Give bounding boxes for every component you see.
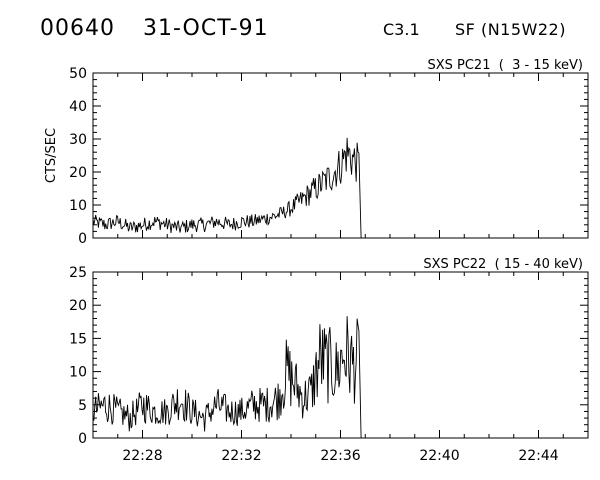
y-tick-label: 0 [78, 231, 87, 247]
y-tick-label: 20 [69, 165, 87, 181]
x-tick-label: 22:44 [518, 448, 558, 464]
y-tick-label: 50 [69, 66, 87, 82]
y-axis-label: CTS/SEC [44, 128, 59, 183]
plot-frame [92, 72, 589, 239]
y-tick-label: 10 [69, 198, 87, 214]
y-tick-label: 20 [69, 298, 87, 314]
y-tick-label: 30 [69, 132, 87, 148]
event-id: 00640 [40, 16, 115, 41]
flare-location: SF (N15W22) [455, 20, 566, 39]
series-line [92, 316, 362, 439]
y-tick-label: 0 [78, 431, 87, 447]
flare-class: C3.1 [383, 20, 420, 39]
y-tick-label: 10 [69, 365, 87, 381]
y-tick-label: 25 [69, 265, 87, 281]
y-tick-label: 5 [78, 398, 87, 414]
x-tick-label: 22:32 [221, 448, 261, 464]
series-line [92, 137, 362, 239]
x-tick-label: 22:36 [320, 448, 360, 464]
panel-title: SXS PC22 ( 15 - 40 keV) [423, 257, 583, 272]
x-tick-label: 22:28 [122, 448, 162, 464]
event-date: 31-OCT-91 [143, 16, 269, 41]
x-tick-label: 22:40 [419, 448, 459, 464]
y-tick-label: 40 [69, 99, 87, 115]
panel-title: SXS PC21 ( 3 - 15 keV) [427, 58, 583, 73]
y-tick-label: 15 [69, 331, 87, 347]
